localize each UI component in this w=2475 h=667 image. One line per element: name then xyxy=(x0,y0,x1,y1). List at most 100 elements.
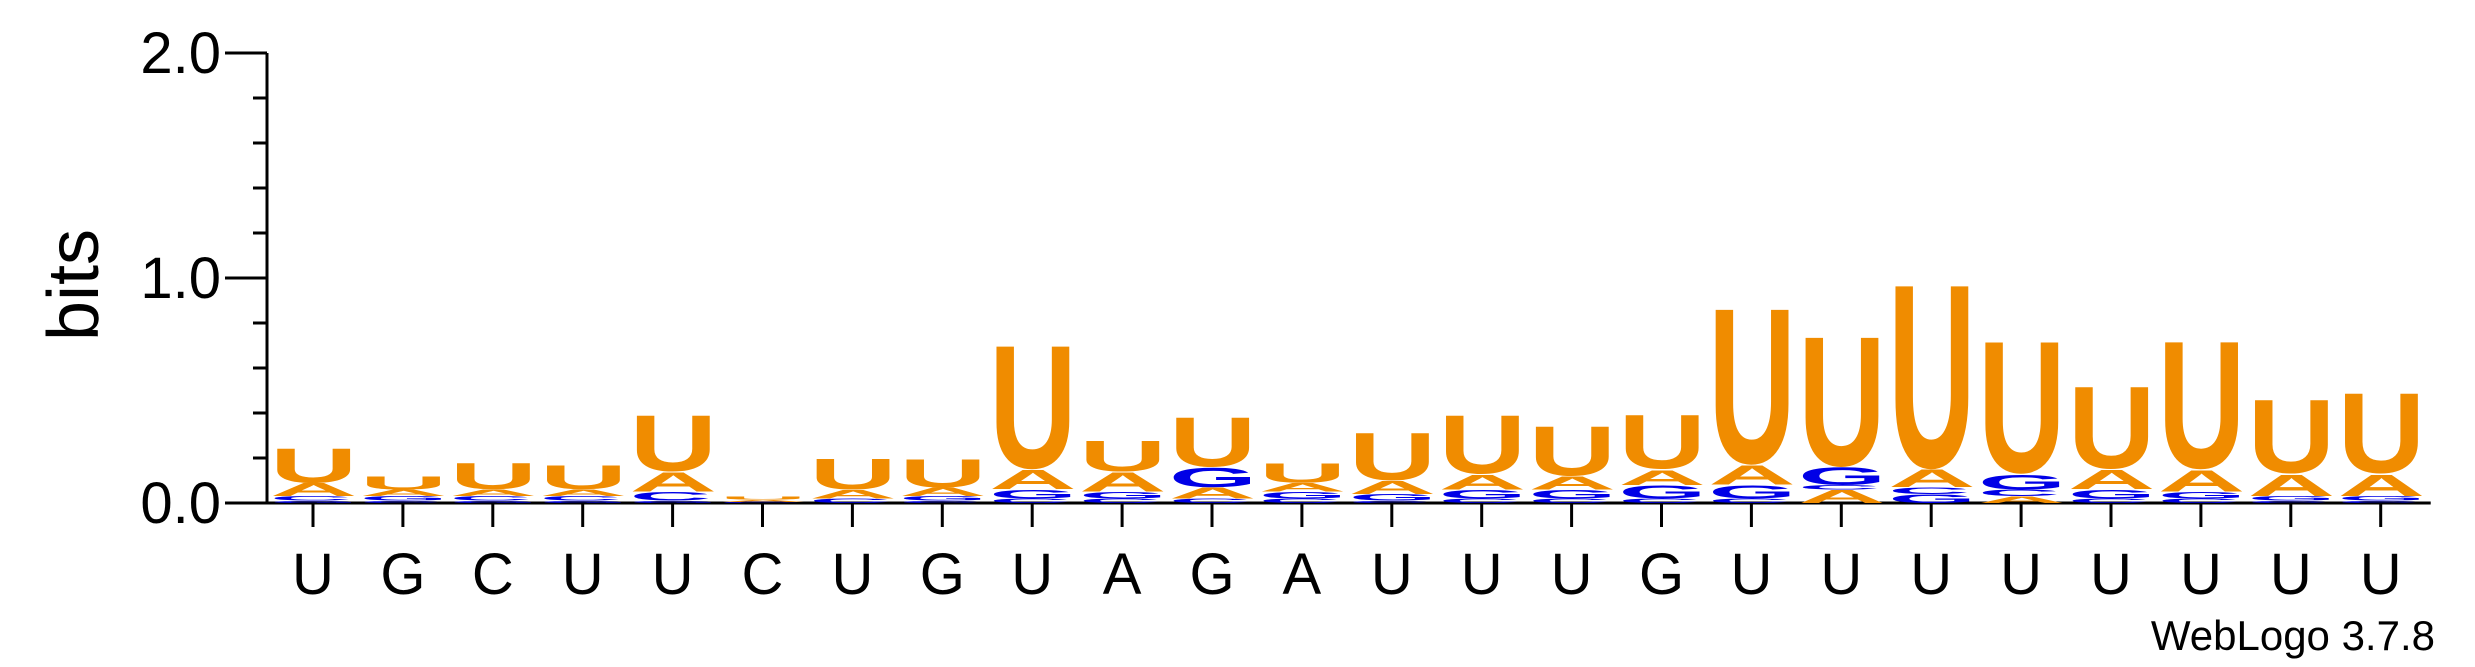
glyph-U: U xyxy=(270,437,357,492)
x-tick-label: A xyxy=(1283,542,1322,607)
glyph-G: G xyxy=(2248,495,2336,502)
logo-letter-U: U xyxy=(720,495,807,500)
glyph-G: G xyxy=(2068,487,2156,501)
logo-letter-U: U xyxy=(2248,377,2335,495)
glyph-C: C xyxy=(1349,500,1431,503)
glyph-U: U xyxy=(1349,418,1436,494)
logo-letter-A: A xyxy=(630,466,717,497)
x-tick-label: A xyxy=(1103,542,1142,607)
logo-letter-A: A xyxy=(1079,466,1166,497)
x-tick-label: U xyxy=(2270,542,2312,607)
glyph-C: C xyxy=(1169,497,1251,504)
logo-letter-A: A xyxy=(899,485,986,499)
glyph-U: U xyxy=(450,456,537,497)
logo-letter-G: G xyxy=(1978,470,2066,494)
glyph-U: U xyxy=(1079,433,1166,481)
logo-letter-U: U xyxy=(360,473,447,493)
y-axis-label: bits xyxy=(34,229,114,341)
glyph-G: G xyxy=(1619,482,1707,503)
logo-letter-A: A xyxy=(720,499,807,502)
glyph-G: G xyxy=(360,495,448,502)
logo-letter-C: C xyxy=(2248,500,2330,503)
logo-letter-U: U xyxy=(2338,370,2425,497)
glyph-G: G xyxy=(1169,462,1257,493)
glyph-U: U xyxy=(899,451,986,496)
glyph-U: U xyxy=(1439,398,1526,491)
glyph-C: C xyxy=(1888,486,1970,496)
logo-letter-U: U xyxy=(2158,303,2245,507)
logo-letter-C: C xyxy=(630,490,712,504)
glyph-C: C xyxy=(2248,500,2330,503)
logo-letter-U: U xyxy=(1619,399,1706,486)
glyph-U: U xyxy=(630,398,717,488)
logo-letter-G: G xyxy=(2158,490,2246,500)
glyph-U: U xyxy=(360,473,447,493)
glyph-A: A xyxy=(2068,464,2155,495)
glyph-G: G xyxy=(1798,463,1886,490)
logo-letter-G: G xyxy=(630,500,718,503)
logo-letter-G: G xyxy=(1259,490,1347,500)
glyph-A: A xyxy=(1978,495,2065,505)
logo-letter-G: G xyxy=(989,487,1077,501)
logo-letter-C: C xyxy=(809,497,891,504)
glyph-C: C xyxy=(2068,497,2150,504)
logo-letter-A: A xyxy=(1349,477,1436,497)
glyph-U: U xyxy=(1529,412,1616,491)
logo-letter-G: G xyxy=(360,495,448,502)
glyph-C: C xyxy=(360,500,442,503)
weblogo-credit: WebLogo 3.7.8 xyxy=(2151,612,2435,659)
glyph-G: G xyxy=(540,500,628,503)
logo-letter-G: G xyxy=(1079,490,1167,500)
logo-letter-C: C xyxy=(360,500,442,503)
logo-letter-U: U xyxy=(1529,412,1616,491)
logo-letter-U: U xyxy=(1708,261,1795,509)
glyph-C: C xyxy=(1439,497,1521,504)
logo-letter-A: A xyxy=(2158,464,2245,499)
x-tick-label: C xyxy=(742,542,784,607)
logo-letter-A: A xyxy=(540,488,627,498)
logo-letter-A: A xyxy=(989,464,1076,495)
glyph-U: U xyxy=(2338,370,2425,497)
x-tick-label: U xyxy=(2090,542,2132,607)
logo-letter-G: G xyxy=(1619,482,1707,503)
glyph-G: G xyxy=(450,500,538,503)
logo-letter-C: C xyxy=(2338,500,2420,503)
glyph-A: A xyxy=(809,487,896,501)
glyph-C: C xyxy=(809,497,891,504)
glyph-G: G xyxy=(899,495,987,502)
logo-letter-A: A xyxy=(2338,468,2425,503)
glyph-A: A xyxy=(1798,486,1885,506)
glyph-A: A xyxy=(2338,468,2425,503)
logo-letter-U: U xyxy=(2068,363,2155,494)
logo-letter-C: C xyxy=(1798,484,1880,491)
glyph-G: G xyxy=(270,500,358,503)
x-tick-label: U xyxy=(1820,542,1862,607)
logo-letter-G: G xyxy=(1169,462,1257,493)
x-tick-label: U xyxy=(1551,542,1593,607)
glyph-A: A xyxy=(2248,468,2335,503)
x-tick-label: U xyxy=(292,542,334,607)
x-tick-label: G xyxy=(920,542,965,607)
glyph-A: A xyxy=(899,485,986,499)
glyph-G: G xyxy=(989,487,1077,501)
x-tick-label: U xyxy=(1730,542,1772,607)
glyph-C: C xyxy=(720,502,802,504)
logo-letter-U: U xyxy=(1169,403,1256,482)
logo-letter-C: C xyxy=(1349,500,1431,503)
logo-letter-U: U xyxy=(450,456,537,497)
glyph-A: A xyxy=(1349,477,1436,497)
glyph-C: C xyxy=(630,490,712,504)
logo-letter-C: C xyxy=(1439,497,1521,504)
glyph-G: G xyxy=(1708,482,1796,503)
glyph-G: G xyxy=(1888,492,1976,506)
glyph-A: A xyxy=(989,464,1076,495)
y-tick-label: 2.0 xyxy=(140,21,221,86)
logo-letter-G: G xyxy=(1439,487,1527,501)
glyph-U: U xyxy=(1708,261,1795,509)
glyph-C: C xyxy=(2338,500,2420,503)
x-tick-label: U xyxy=(1910,542,1952,607)
glyph-C: C xyxy=(989,497,1071,504)
logo-letter-G: G xyxy=(2338,495,2426,502)
y-tick-label: 0.0 xyxy=(140,471,221,536)
logo-letter-A: A xyxy=(1619,465,1706,489)
